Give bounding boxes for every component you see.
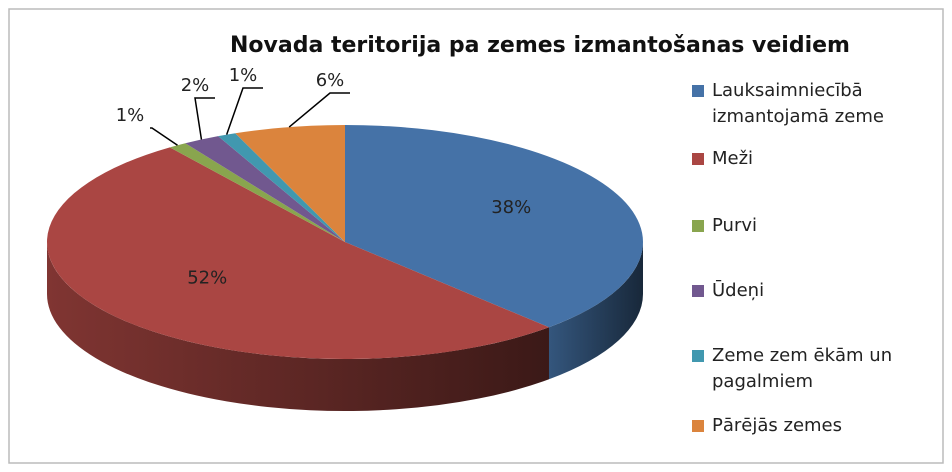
legend-item: Pārējās zemes xyxy=(692,413,932,439)
data-label: 6% xyxy=(316,70,345,91)
slice xyxy=(218,133,345,242)
legend-swatch xyxy=(692,85,704,97)
legend-label: Pārējās zemes xyxy=(712,415,842,436)
legend-item: Meži xyxy=(692,146,932,172)
leader-line xyxy=(225,87,263,135)
data-label: 1% xyxy=(116,105,145,126)
slice xyxy=(185,136,345,242)
chart-title: Novada teritorija pa zemes izmantošanas … xyxy=(230,33,850,58)
legend-swatch xyxy=(692,350,704,362)
slice xyxy=(235,125,345,242)
legend-item: Ūdeņi xyxy=(692,278,932,304)
legend-item: Zeme zem ēkām un pagalmiem xyxy=(692,343,932,395)
data-label: 38% xyxy=(491,197,531,218)
slice xyxy=(47,147,549,359)
legend-swatch xyxy=(692,153,704,165)
legend-label: Zeme zem ēkām un pagalmiem xyxy=(712,345,893,392)
legend-swatch xyxy=(692,285,704,297)
data-label: 1% xyxy=(229,65,258,86)
legend-label: Ūdeņi xyxy=(712,280,765,301)
slice xyxy=(345,125,644,328)
legend-swatch xyxy=(692,420,704,432)
slice-side xyxy=(46,242,549,411)
data-label: 2% xyxy=(181,75,210,96)
legend-swatch xyxy=(692,220,704,232)
legend-label: Meži xyxy=(712,148,754,169)
leader-line xyxy=(150,127,178,146)
legend-label: Purvi xyxy=(712,215,757,236)
slice xyxy=(169,143,345,242)
leader-line xyxy=(288,92,350,128)
leader-line xyxy=(194,97,215,140)
data-label: 52% xyxy=(187,268,227,289)
legend-item: Lauksaimniecībā izmantojamā zeme xyxy=(692,78,932,130)
legend-label: Lauksaimniecībā izmantojamā zeme xyxy=(712,80,884,127)
slice-side xyxy=(548,242,643,380)
legend-item: Purvi xyxy=(692,213,932,239)
